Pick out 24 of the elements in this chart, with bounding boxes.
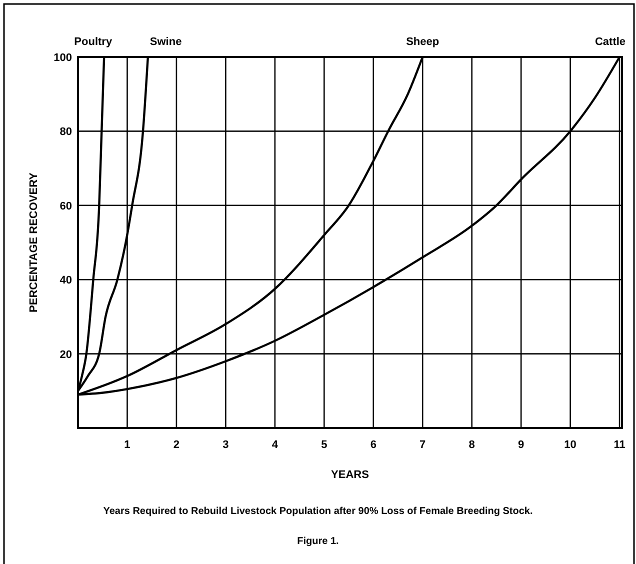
caption: Figure 1. — [297, 536, 340, 547]
x-tick-label: 8 — [468, 439, 475, 451]
x-tick-label: 4 — [272, 439, 279, 451]
y-tick-label: 80 — [60, 126, 72, 138]
y-tick-label: 40 — [60, 274, 72, 287]
series-label: Poultry — [74, 36, 113, 48]
x-axis-title: YEARS — [331, 469, 369, 481]
x-tick-label: 11 — [614, 439, 626, 451]
y-tick-label: 100 — [54, 52, 72, 64]
series-label: Sheep — [406, 36, 440, 48]
x-tick-label: 10 — [564, 439, 576, 451]
x-tick-label: 9 — [518, 439, 524, 451]
x-tick-label: 2 — [173, 439, 180, 451]
x-tick-label: 5 — [321, 439, 328, 451]
text: Years Required to Rebuild Livestock Population after 90% Loss of Female Breeding Stock. — [103, 506, 533, 517]
series-label: Swine — [150, 36, 182, 48]
y-tick-label: 20 — [60, 348, 72, 361]
x-tick-label: 3 — [222, 439, 229, 451]
series-label: Cattle — [594, 36, 626, 48]
x-tick-label: 1 — [124, 439, 130, 451]
x-tick-label: 7 — [420, 439, 426, 451]
y-axis-title: PERCENTAGE RECOVERY — [28, 172, 40, 312]
x-tick-label: 6 — [370, 439, 376, 451]
y-tick-label: 60 — [60, 200, 72, 212]
